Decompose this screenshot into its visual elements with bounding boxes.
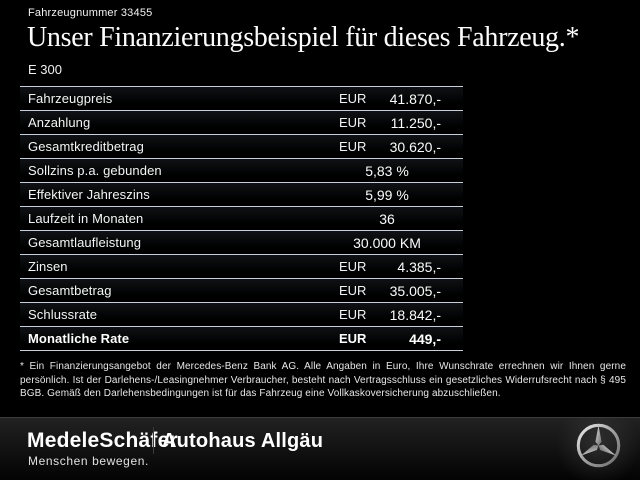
table-row: Fahrzeugpreis EUR 41.870,- [20,87,463,111]
row-label: Anzahlung [28,115,91,130]
currency-label: EUR [339,91,367,106]
row-label: Laufzeit in Monaten [28,211,144,226]
row-value-cell: EUR 449,- [339,331,463,347]
row-value-cell: 30.000 KM [325,235,463,251]
table-row: Zinsen EUR 4.385,- [20,255,463,279]
row-value: 5,83 % [365,162,409,179]
row-value: 18.842,- [389,306,441,323]
row-value: 41.870,- [389,90,441,107]
row-label: Effektiver Jahreszins [28,187,150,202]
row-value: 11.250,- [390,114,441,131]
footer-divider [0,417,640,418]
currency-label: EUR [339,259,367,274]
row-label: Gesamtbetrag [28,283,112,298]
row-value-cell: EUR 30.620,- [339,139,463,155]
currency-label: EUR [339,331,367,346]
dealer-logo-medele-schaefer: MedeleSchäfer [27,429,178,452]
row-value-cell: 5,83 % [325,163,463,179]
row-value: 30.000 KM [353,234,421,251]
row-value: 449,- [409,330,441,347]
table-row: Anzahlung EUR 11.250,- [20,111,463,135]
row-value-cell: EUR 41.870,- [339,91,463,107]
currency-label: EUR [339,115,367,130]
row-value-cell: EUR 4.385,- [339,259,463,275]
row-label: Gesamtkreditbetrag [28,139,144,154]
financing-table: Fahrzeugpreis EUR 41.870,- Anzahlung EUR 11.2… [20,86,463,351]
table-row: Sollzins p.a. gebunden 5,83 % [20,159,463,183]
model-name: E 300 [28,62,62,77]
table-row: Gesamtbetrag EUR 35.005,- [20,279,463,303]
mercedes-star-icon [576,423,621,468]
row-label: Zinsen [28,259,68,274]
row-value-cell: EUR 18.842,- [339,307,463,323]
dealer-logo-autohaus-allgaeu: Autohaus Allgäu [162,430,324,452]
row-value: 36 [379,210,395,227]
row-value-cell: EUR 11.250,- [339,115,463,131]
row-value-cell: EUR 35.005,- [339,283,463,299]
row-value: 5,99 % [365,186,409,203]
page-title: Unser Finanzierungsbeispiel für dieses F… [27,22,580,53]
row-value-cell: 5,99 % [325,187,463,203]
row-value-cell: 36 [325,211,463,227]
table-row: Gesamtkreditbetrag EUR 30.620,- [20,135,463,159]
table-row: Monatliche Rate EUR 449,- [20,327,463,351]
currency-label: EUR [339,307,367,322]
footnote-text: * Ein Finanzierungsangebot der Mercedes-… [20,361,626,399]
row-label: Sollzins p.a. gebunden [28,163,162,178]
dealer-separator [153,427,154,454]
table-row: Schlussrate EUR 18.842,- [20,303,463,327]
vehicle-number: Fahrzeugnummer 33455 [28,7,153,19]
row-value: 30.620,- [389,138,441,155]
table-row: Gesamtlaufleistung 30.000 KM [20,231,463,255]
row-label: Schlussrate [28,307,98,322]
table-row: Effektiver Jahreszins 5,99 % [20,183,463,207]
row-value: 4.385,- [397,258,441,275]
currency-label: EUR [339,139,367,154]
row-label: Gesamtlaufleistung [28,235,142,250]
table-row: Laufzeit in Monaten 36 [20,207,463,231]
row-label: Fahrzeugpreis [28,91,113,106]
footer: MedeleSchäfer Menschen bewegen. Autohaus… [0,418,640,480]
currency-label: EUR [339,283,367,298]
row-value: 35.005,- [389,282,441,299]
dealer-tagline: Menschen bewegen. [28,454,149,468]
row-label: Monatliche Rate [28,331,130,346]
